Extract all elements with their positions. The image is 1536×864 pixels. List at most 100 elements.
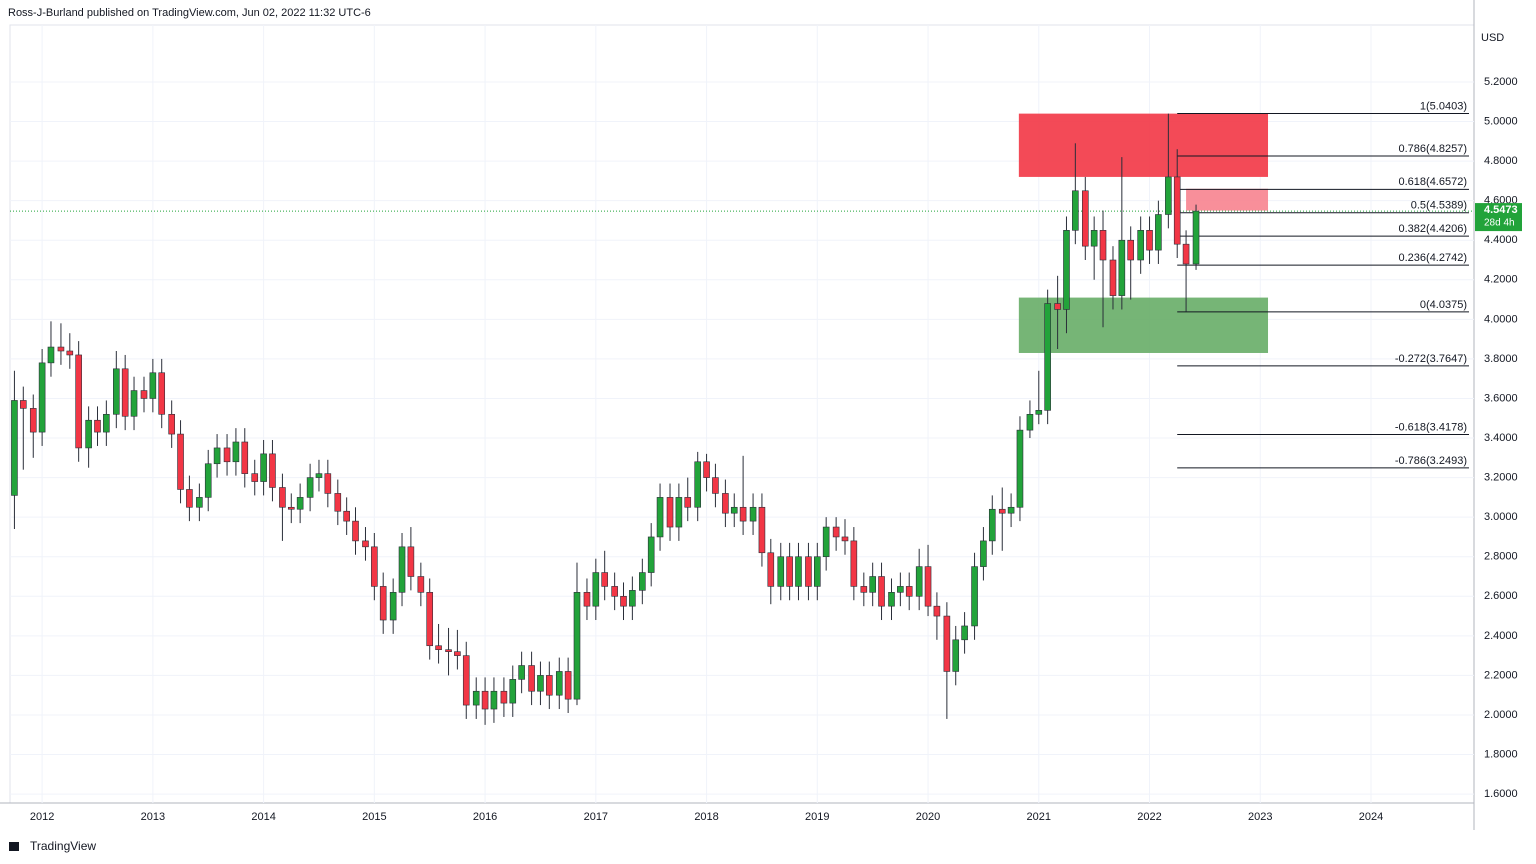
candle-body (546, 675, 553, 696)
candle (149, 358, 157, 413)
candle-body (888, 592, 895, 607)
candle (269, 440, 276, 502)
candle (334, 479, 342, 526)
candle (822, 517, 830, 571)
candle-body (287, 506, 295, 510)
candle-body (1137, 230, 1144, 261)
candle (445, 627, 452, 676)
candle (1072, 143, 1079, 245)
candle (952, 625, 960, 686)
candle (878, 562, 885, 621)
candle (620, 582, 627, 621)
candle (29, 394, 37, 458)
y-tick-label: 3.0000 (1484, 511, 1518, 523)
candle-body (639, 572, 646, 591)
candle-body (694, 461, 702, 508)
candle-body (426, 592, 434, 647)
candle (546, 661, 553, 710)
candle (656, 483, 664, 551)
candle-body (684, 497, 692, 508)
x-tick-label: 2016 (473, 811, 497, 823)
x-tick-label: 2022 (1137, 811, 1161, 823)
candle (601, 550, 608, 601)
candle-body (1155, 214, 1162, 251)
candle (407, 527, 415, 591)
fib-label: 0.618(4.6572) (1399, 176, 1468, 188)
candle-body (196, 497, 203, 508)
candle (352, 507, 359, 555)
candle (1054, 275, 1061, 350)
candle-body (739, 506, 747, 522)
candle (315, 459, 323, 492)
candle-body (722, 493, 729, 514)
candle (611, 572, 618, 611)
candle (758, 493, 766, 567)
candle-body (1026, 413, 1034, 431)
candle-body (1016, 429, 1024, 508)
candle-body (905, 586, 913, 597)
candle-body (103, 413, 110, 433)
candle (712, 463, 719, 508)
x-tick-label: 2013 (141, 811, 165, 823)
candle (943, 602, 951, 719)
candle-body (795, 556, 802, 587)
candle (694, 451, 702, 522)
publish-header: Ross-J-Burland published on TradingView.… (8, 7, 371, 19)
candle-body (1035, 410, 1043, 415)
candle-body (1072, 190, 1079, 231)
candle (749, 493, 757, 535)
candle-body (398, 546, 406, 593)
candle-body (140, 390, 148, 399)
candle (113, 350, 120, 429)
candle (767, 538, 775, 605)
candle (362, 527, 369, 561)
candle (296, 483, 304, 524)
candle-body (389, 592, 397, 621)
candle-body (583, 592, 591, 607)
candle (462, 641, 470, 719)
footer-brand: TradingView (30, 839, 96, 853)
candle-body (869, 576, 876, 593)
candle-body (296, 497, 304, 510)
candle (306, 463, 314, 512)
candle (1026, 400, 1034, 439)
footer-logo: TradingView (9, 839, 96, 853)
candle-body (537, 675, 544, 692)
last-price-tag (1475, 203, 1522, 232)
candle (371, 532, 378, 601)
candle (11, 370, 18, 530)
candle-body (1007, 506, 1015, 514)
candle-body (379, 586, 387, 621)
candle (196, 483, 203, 522)
candle-body (611, 586, 618, 597)
candle (213, 434, 221, 478)
candle-body (1173, 176, 1181, 245)
candle-body (564, 671, 572, 700)
candle (103, 400, 110, 446)
candle (66, 333, 74, 369)
candle (454, 629, 461, 670)
candle (1127, 226, 1135, 300)
candle-body (334, 493, 342, 512)
candle-body (481, 690, 489, 710)
candle (869, 562, 876, 607)
candle-body (130, 390, 138, 417)
candle (47, 321, 55, 377)
candle-body (647, 536, 655, 573)
candle-body (915, 566, 923, 597)
candle (528, 651, 535, 706)
candle (555, 657, 563, 710)
x-tick-label: 2024 (1359, 811, 1383, 823)
candle (1035, 370, 1043, 425)
candle-body (767, 552, 775, 587)
candle-body (943, 615, 951, 672)
fib-label: 1(5.0403) (1420, 100, 1467, 112)
candle-body (186, 489, 193, 508)
candle (971, 552, 978, 640)
y-tick-label: 3.2000 (1484, 472, 1518, 484)
candle-body (223, 447, 231, 463)
candle (500, 677, 508, 717)
last-price-label: 4.5473 (1484, 204, 1518, 216)
fib-label: -0.272(3.7647) (1395, 353, 1467, 365)
candle-body (952, 639, 960, 672)
